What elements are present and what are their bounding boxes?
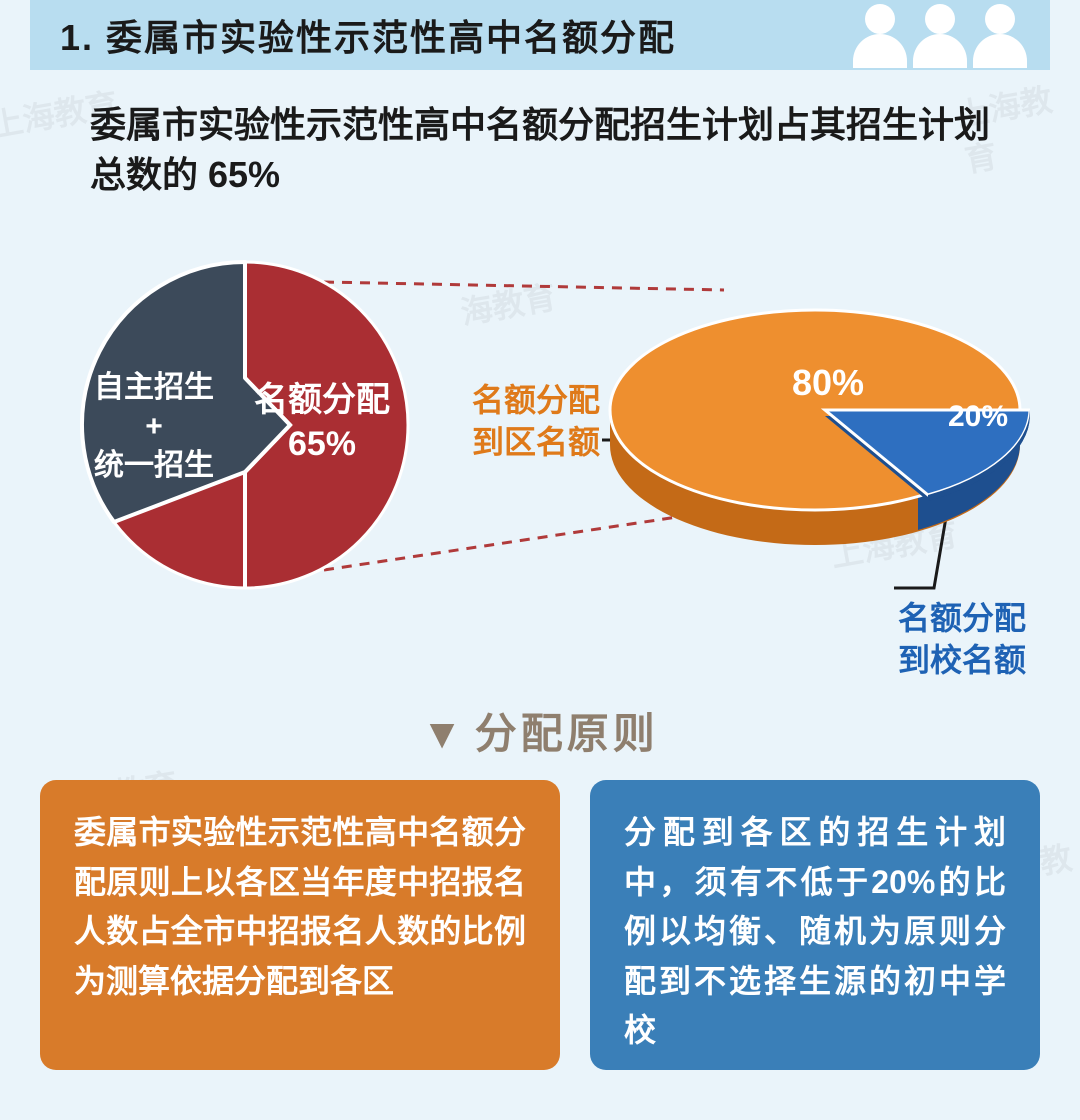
callout-school-quota: 名额分配 到校名额	[898, 598, 1026, 681]
right-pie-pct-80: 80%	[792, 362, 864, 404]
principle-box-blue: 分配到各区的招生计划中，须有不低于20%的比例以均衡、随机为原则分配到不选择生源…	[590, 780, 1040, 1070]
person-icon	[910, 2, 970, 68]
callout-district-quota: 名额分配 到区名额	[472, 380, 600, 463]
principle-blue-text: 分配到各区的招生计划中，须有不低于20%的比例以均衡、随机为原则分配到不选择生源…	[624, 814, 1006, 1048]
people-icon-group	[850, 2, 1030, 68]
person-icon	[970, 2, 1030, 68]
left-pie-label-navy: 自主招生 + 统一招生	[94, 368, 214, 485]
right-pie-pct-20: 20%	[948, 400, 1008, 434]
subtitle-text: 委属市实验性示范性高中名额分配招生计划占其招生计划总数的 65%	[90, 100, 990, 201]
section-heading: ▼分配原则	[0, 700, 1080, 761]
chart-area: 自主招生 + 统一招生 名额分配 65% 80% 20% 名额分配 到区名额	[0, 210, 1080, 670]
principle-orange-text: 委属市实验性示范性高中名额分配原则上以各区当年度中招报名人数占全市中招报名人数的…	[74, 814, 526, 999]
header-bar: 1. 委属市实验性示范性高中名额分配	[30, 0, 1050, 70]
left-pie-label-red: 名额分配 65%	[254, 378, 390, 466]
triangle-down-icon: ▼	[421, 710, 467, 757]
principle-box-orange: 委属市实验性示范性高中名额分配原则上以各区当年度中招报名人数占全市中招报名人数的…	[40, 780, 560, 1070]
header-title: 1. 委属市实验性示范性高中名额分配	[30, 9, 676, 61]
person-icon	[850, 2, 910, 68]
